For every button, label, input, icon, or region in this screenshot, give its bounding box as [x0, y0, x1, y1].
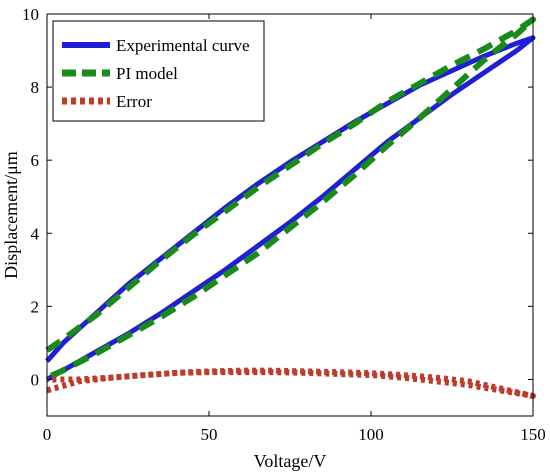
- x-tick-label: 50: [201, 425, 218, 444]
- legend-items: Experimental curve PI model Error: [62, 36, 250, 111]
- axis-ticks: [46, 13, 534, 416]
- y-axis-label: Displacement/μm: [1, 151, 21, 279]
- plot-frame: [46, 13, 534, 417]
- series-line-3: [46, 367, 536, 399]
- axis-tick-labels: 0 50 100 150 0 2 4 6 8 10: [22, 5, 546, 444]
- y-tick-label: 0: [31, 370, 40, 389]
- x-tick-label: 100: [358, 425, 384, 444]
- x-tick-label: 0: [43, 425, 52, 444]
- y-tick-label: 6: [31, 151, 40, 170]
- legend-label-2: PI model: [116, 64, 178, 83]
- y-tick-label: 2: [31, 297, 40, 316]
- x-axis-label: Voltage/V: [254, 451, 327, 471]
- legend-label-1: Experimental curve: [116, 36, 250, 55]
- x-tick-label: 150: [520, 425, 546, 444]
- y-tick-label: 8: [31, 78, 40, 97]
- y-tick-label: 10: [22, 5, 39, 24]
- y-tick-label: 4: [31, 224, 40, 243]
- legend: Experimental curve PI model Error: [52, 20, 265, 122]
- legend-label-3: Error: [116, 92, 152, 111]
